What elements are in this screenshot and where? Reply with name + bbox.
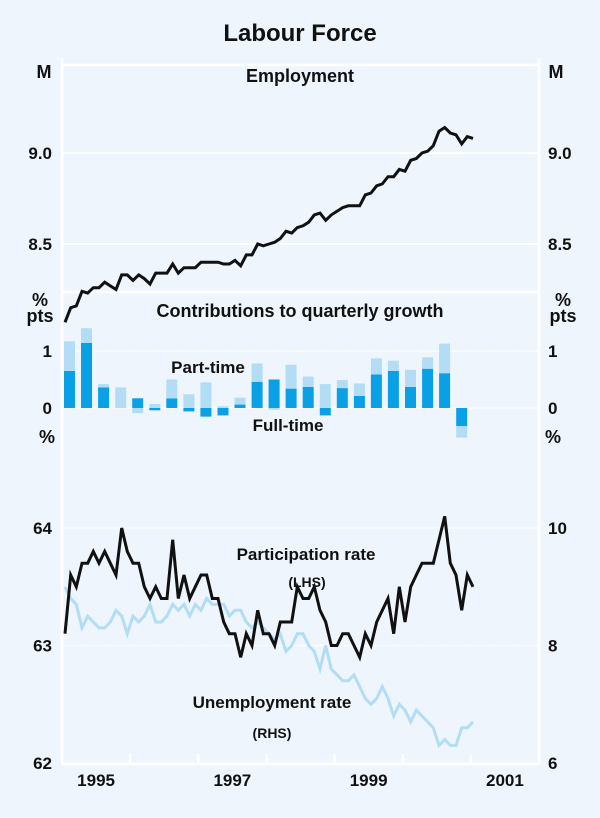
full-time-label: Full-time (253, 416, 324, 435)
part-time-bar (251, 363, 263, 382)
full-time-bar (98, 387, 110, 408)
full-time-bar (166, 398, 178, 408)
x-tick-label: 1999 (350, 771, 388, 790)
employment-right-tick-label: 8.5 (548, 235, 572, 254)
contributions-left-unit-pct: % (32, 290, 48, 310)
full-time-bar (183, 408, 195, 412)
unemployment-rate-axis-label: (RHS) (253, 725, 292, 741)
full-time-bar (64, 370, 75, 408)
full-time-bar (456, 408, 468, 427)
rates-right-tick-label: 8 (548, 637, 557, 656)
chart-frames (60, 58, 541, 766)
rates-y-ticks: 62 63 64 6 8 10 (33, 519, 567, 773)
full-time-bar (217, 408, 229, 416)
full-time-bar (285, 388, 297, 408)
part-time-bar (217, 406, 229, 408)
employment-panel-title: Employment (246, 66, 354, 86)
employment-right-tick-label: 9.0 (548, 144, 572, 163)
unemployment-rate-label: Unemployment rate (193, 693, 352, 712)
x-tick-label: 1995 (77, 771, 115, 790)
part-time-bar (422, 357, 434, 369)
participation-rate-label: Participation rate (237, 545, 376, 564)
contributions-right-tick-label: 1 (548, 342, 557, 361)
full-time-bar (302, 386, 314, 408)
full-time-bar (251, 381, 263, 408)
full-time-bar (439, 373, 451, 408)
contributions-right-unit-pct: % (555, 290, 571, 310)
employment-left-tick-label: 9.0 (28, 144, 52, 163)
rates-right-unit: % (545, 427, 561, 447)
full-time-bar (319, 408, 331, 416)
full-time-bar (81, 343, 92, 408)
part-time-bar (370, 358, 382, 375)
rates-left-unit: % (39, 427, 55, 447)
full-time-bar (268, 379, 280, 408)
employment-right-unit: M (549, 62, 564, 82)
contributions-left-tick-label: 0 (43, 399, 52, 418)
part-time-bar (302, 376, 314, 387)
x-tick-label: 1997 (213, 771, 251, 790)
part-time-bar (405, 369, 416, 387)
full-time-bar (387, 370, 399, 408)
part-time-bar (64, 341, 75, 371)
part-time-bar (268, 408, 280, 410)
part-time-bar (132, 408, 144, 414)
part-time-bar (439, 343, 451, 374)
rates-left-tick-label: 62 (33, 754, 52, 773)
contributions-bars (64, 328, 468, 438)
part-time-bar (98, 384, 110, 388)
part-time-bar (387, 360, 399, 371)
part-time-bar (319, 384, 331, 408)
part-time-bar (200, 382, 212, 408)
full-time-bar (336, 388, 348, 408)
full-time-bar (200, 408, 212, 417)
part-time-bar (353, 383, 365, 396)
rates-series (63, 515, 475, 749)
part-time-label: Part-time (171, 358, 245, 377)
full-time-bar (370, 374, 382, 408)
part-time-bar (183, 394, 195, 408)
full-time-bar (422, 368, 434, 408)
contributions-right-unit-pts: pts (550, 306, 577, 326)
part-time-bar (285, 364, 297, 389)
part-time-bar (234, 397, 246, 405)
contributions-panel-title: Contributions to quarterly growth (157, 301, 444, 321)
full-time-bar (353, 396, 365, 408)
employment-left-unit: M (37, 62, 52, 82)
employment-left-tick-label: 8.5 (28, 235, 52, 254)
unemployment-rate-line (63, 586, 475, 749)
chart-title: Labour Force (223, 20, 376, 47)
part-time-bar (115, 387, 127, 408)
rates-right-tick-label: 6 (548, 754, 557, 773)
full-time-bar (149, 408, 161, 411)
rates-right-tick-label: 10 (548, 519, 567, 538)
contributions-left-tick-label: 1 (43, 342, 52, 361)
participation-rate-line (63, 515, 475, 662)
employment-series (63, 125, 474, 323)
part-time-bar (81, 328, 92, 343)
participation-rate-axis-label: (LHS) (288, 574, 325, 590)
part-time-bar (456, 426, 468, 438)
x-tick-label: 2001 (486, 771, 524, 790)
x-axis-ticks: 1995 1997 1999 2001 (77, 754, 524, 790)
part-time-bar (336, 380, 348, 389)
employment-y-ticks: 8.5 8.5 9.0 9.0 (28, 144, 571, 254)
contributions-left-unit-pts: pts (27, 306, 54, 326)
full-time-bar (234, 404, 246, 408)
full-time-bar (132, 398, 144, 408)
rates-left-tick-label: 64 (33, 519, 52, 538)
part-time-bar (166, 379, 178, 399)
employment-line (63, 125, 474, 323)
contributions-right-tick-label: 0 (548, 399, 557, 418)
full-time-bar (405, 386, 416, 408)
part-time-bar (149, 404, 161, 408)
rates-left-tick-label: 63 (33, 637, 52, 656)
